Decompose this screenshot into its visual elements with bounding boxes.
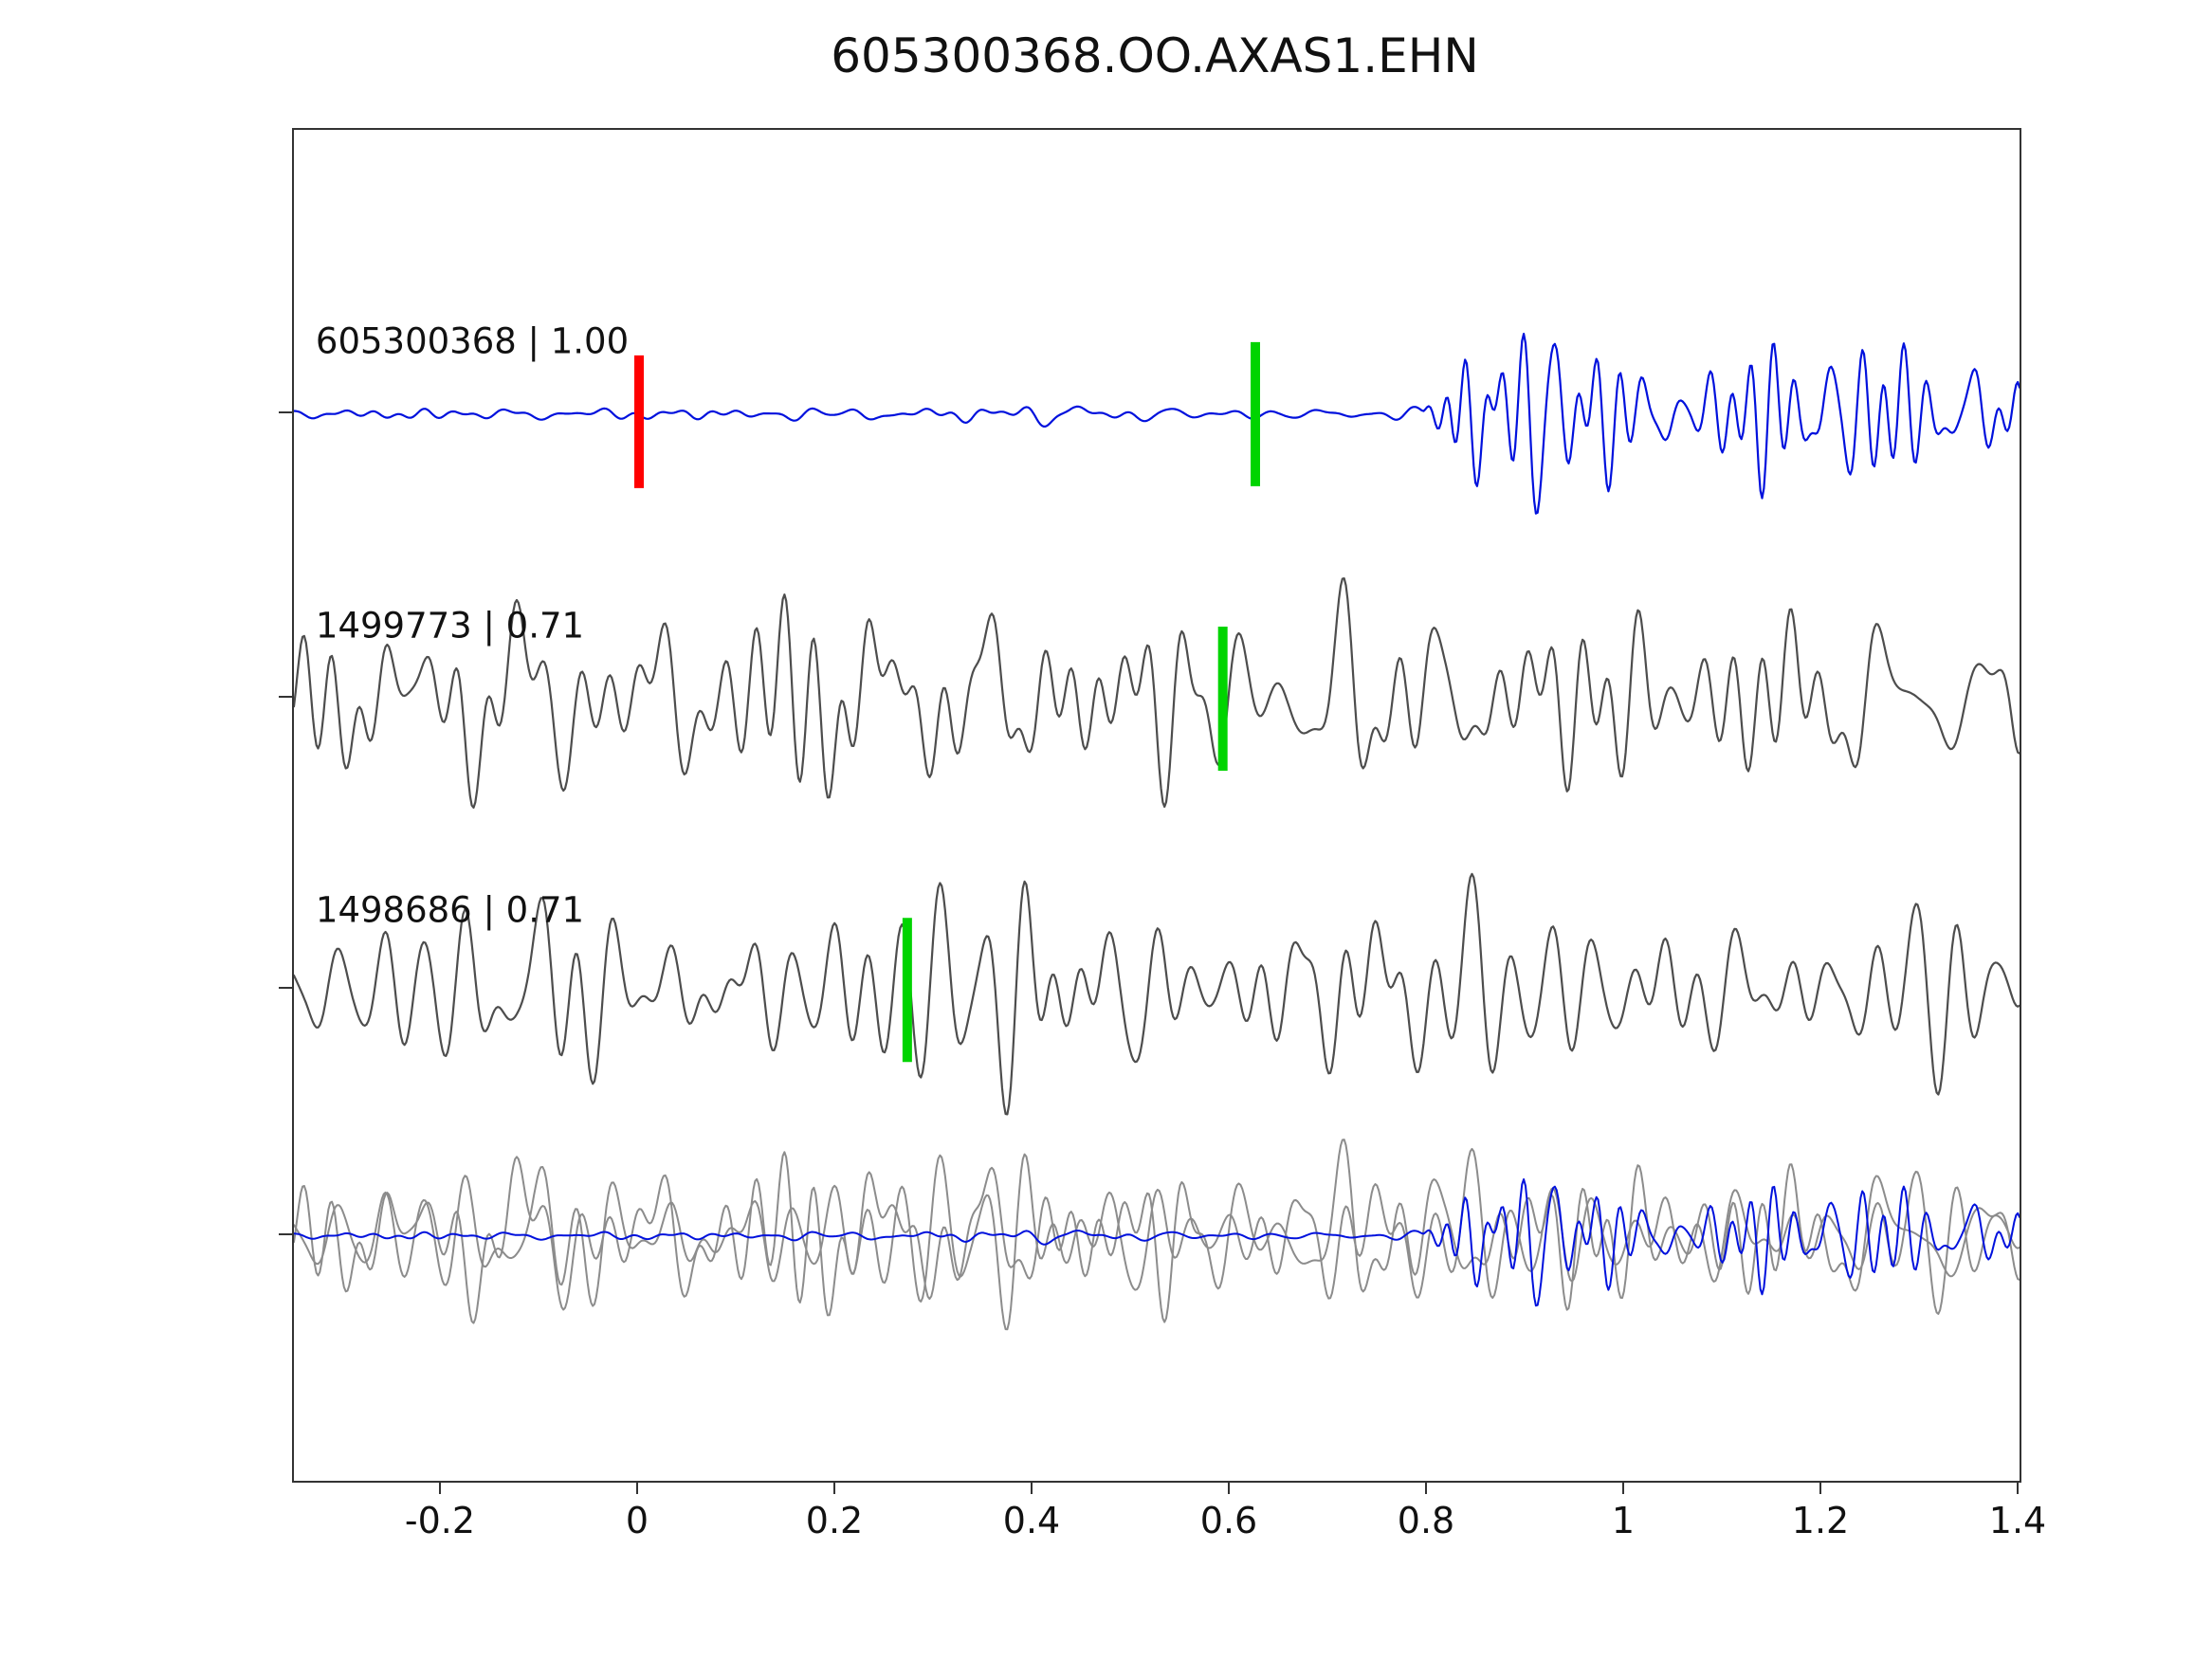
trace-template-1498686	[294, 872, 2020, 1116]
x-axis-tick-label: 1.4	[1988, 1500, 2047, 1541]
y-axis-tick	[279, 987, 292, 990]
trace-label-2: 1498686 | 0.71	[315, 889, 585, 931]
x-axis-tick-label: 0.2	[805, 1500, 864, 1541]
x-axis-tick-label: 0.6	[1199, 1500, 1258, 1541]
y-axis-tick	[279, 410, 292, 413]
y-axis-tick	[279, 1232, 292, 1235]
trace-label-1: 1499773 | 0.71	[315, 605, 585, 647]
x-axis-tick	[636, 1481, 638, 1494]
trace-label-0: 605300368 | 1.00	[315, 320, 630, 362]
x-axis-tick	[833, 1481, 835, 1494]
x-axis-tick	[1622, 1481, 1624, 1494]
x-axis-tick-label: 1.2	[1791, 1500, 1850, 1541]
x-axis-tick-label: -0.2	[404, 1500, 476, 1541]
x-axis-tick	[439, 1481, 441, 1494]
trace-overlay-template-1498686	[294, 1147, 2020, 1331]
figure-title: 605300368.OO.AXAS1.EHN	[831, 28, 1479, 83]
x-axis-tick-label: 1	[1611, 1500, 1636, 1541]
trace-detection-605300368	[294, 333, 2020, 515]
x-axis-tick	[1031, 1481, 1033, 1494]
x-axis-tick-label: 0	[625, 1500, 649, 1541]
plot-area	[292, 128, 2021, 1483]
waveform-canvas	[294, 333, 2020, 1331]
x-axis-tick-label: 0.8	[1397, 1500, 1455, 1541]
trace-template-1499773	[294, 577, 2020, 810]
x-axis-tick	[1819, 1481, 1821, 1494]
x-axis-tick	[1228, 1481, 1230, 1494]
trace-overlay-detection-605300368	[294, 1178, 2020, 1307]
y-axis-tick	[279, 696, 292, 698]
x-axis-tick-label: 0.4	[1002, 1500, 1061, 1541]
trace-overlay-template-1499773	[294, 1139, 2020, 1324]
x-axis-tick	[1425, 1481, 1427, 1494]
x-axis-tick	[2017, 1481, 2019, 1494]
